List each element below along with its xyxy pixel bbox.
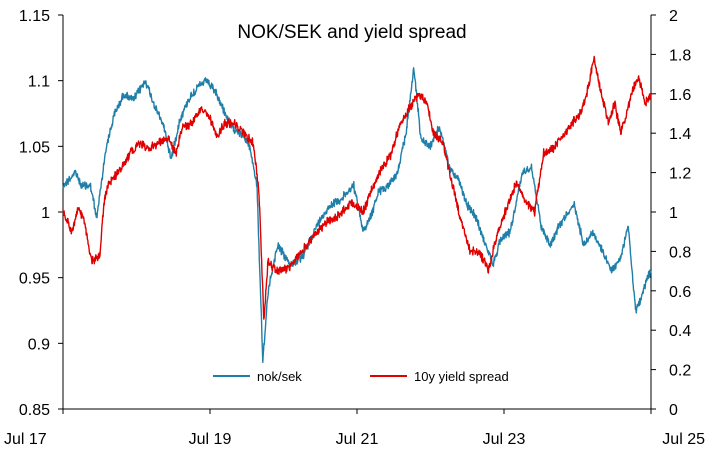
left-axis-tick-label: 0.85 (19, 402, 50, 419)
right-axis-tick-label: 2 (669, 8, 678, 25)
right-axis-tick-label: 0.4 (669, 323, 691, 340)
right-axis-tick-label: 0.6 (669, 284, 691, 301)
right-axis-tick-label: 1.4 (669, 126, 691, 143)
x-axis-tick-label: Jul 25 (662, 431, 705, 448)
chart-title: NOK/SEK and yield spread (237, 22, 466, 43)
series-layer (62, 55, 652, 363)
right-axis-tick-label: 1 (669, 205, 678, 222)
x-axis-tick-label: Jul 23 (483, 431, 526, 448)
right-axis-tick-label: 1.8 (669, 47, 691, 64)
right-axis-tick-label: 1.6 (669, 87, 691, 104)
series-line-yield-spread (62, 55, 652, 320)
legend-label: nok/sek (257, 369, 302, 384)
left-axis-tick-label: 1.15 (19, 8, 50, 25)
left-axis-tick-label: 1 (41, 205, 50, 222)
x-axis: Jul 17 Jul 19 Jul 21 Jul 23 Jul 25 (4, 408, 705, 448)
right-axis-tick-label: 0.2 (669, 363, 691, 380)
x-axis-tick-label: Jul 21 (336, 431, 379, 448)
right-axis-tick-label: 1.2 (669, 166, 691, 183)
legend: nok/sek 10y yield spread (213, 369, 509, 384)
left-y-axis: 0.85 0.9 0.95 1 1.05 1.1 1.15 (19, 8, 64, 419)
left-axis-tick-label: 1.1 (28, 74, 50, 91)
x-axis-tick-label: Jul 17 (4, 431, 47, 448)
left-axis-tick-label: 0.95 (19, 271, 50, 288)
right-axis-tick-label: 0 (669, 402, 678, 419)
x-axis-tick-label: Jul 19 (189, 431, 232, 448)
right-y-axis: 0 0.2 0.4 0.6 0.8 1 1.2 1.4 1.6 1.8 2 (650, 8, 691, 419)
left-axis-tick-label: 1.05 (19, 139, 50, 156)
series-line-nok-sek (62, 67, 652, 363)
legend-label: 10y yield spread (414, 369, 509, 384)
left-axis-tick-label: 0.9 (28, 336, 50, 353)
right-axis-tick-label: 0.8 (669, 244, 691, 261)
